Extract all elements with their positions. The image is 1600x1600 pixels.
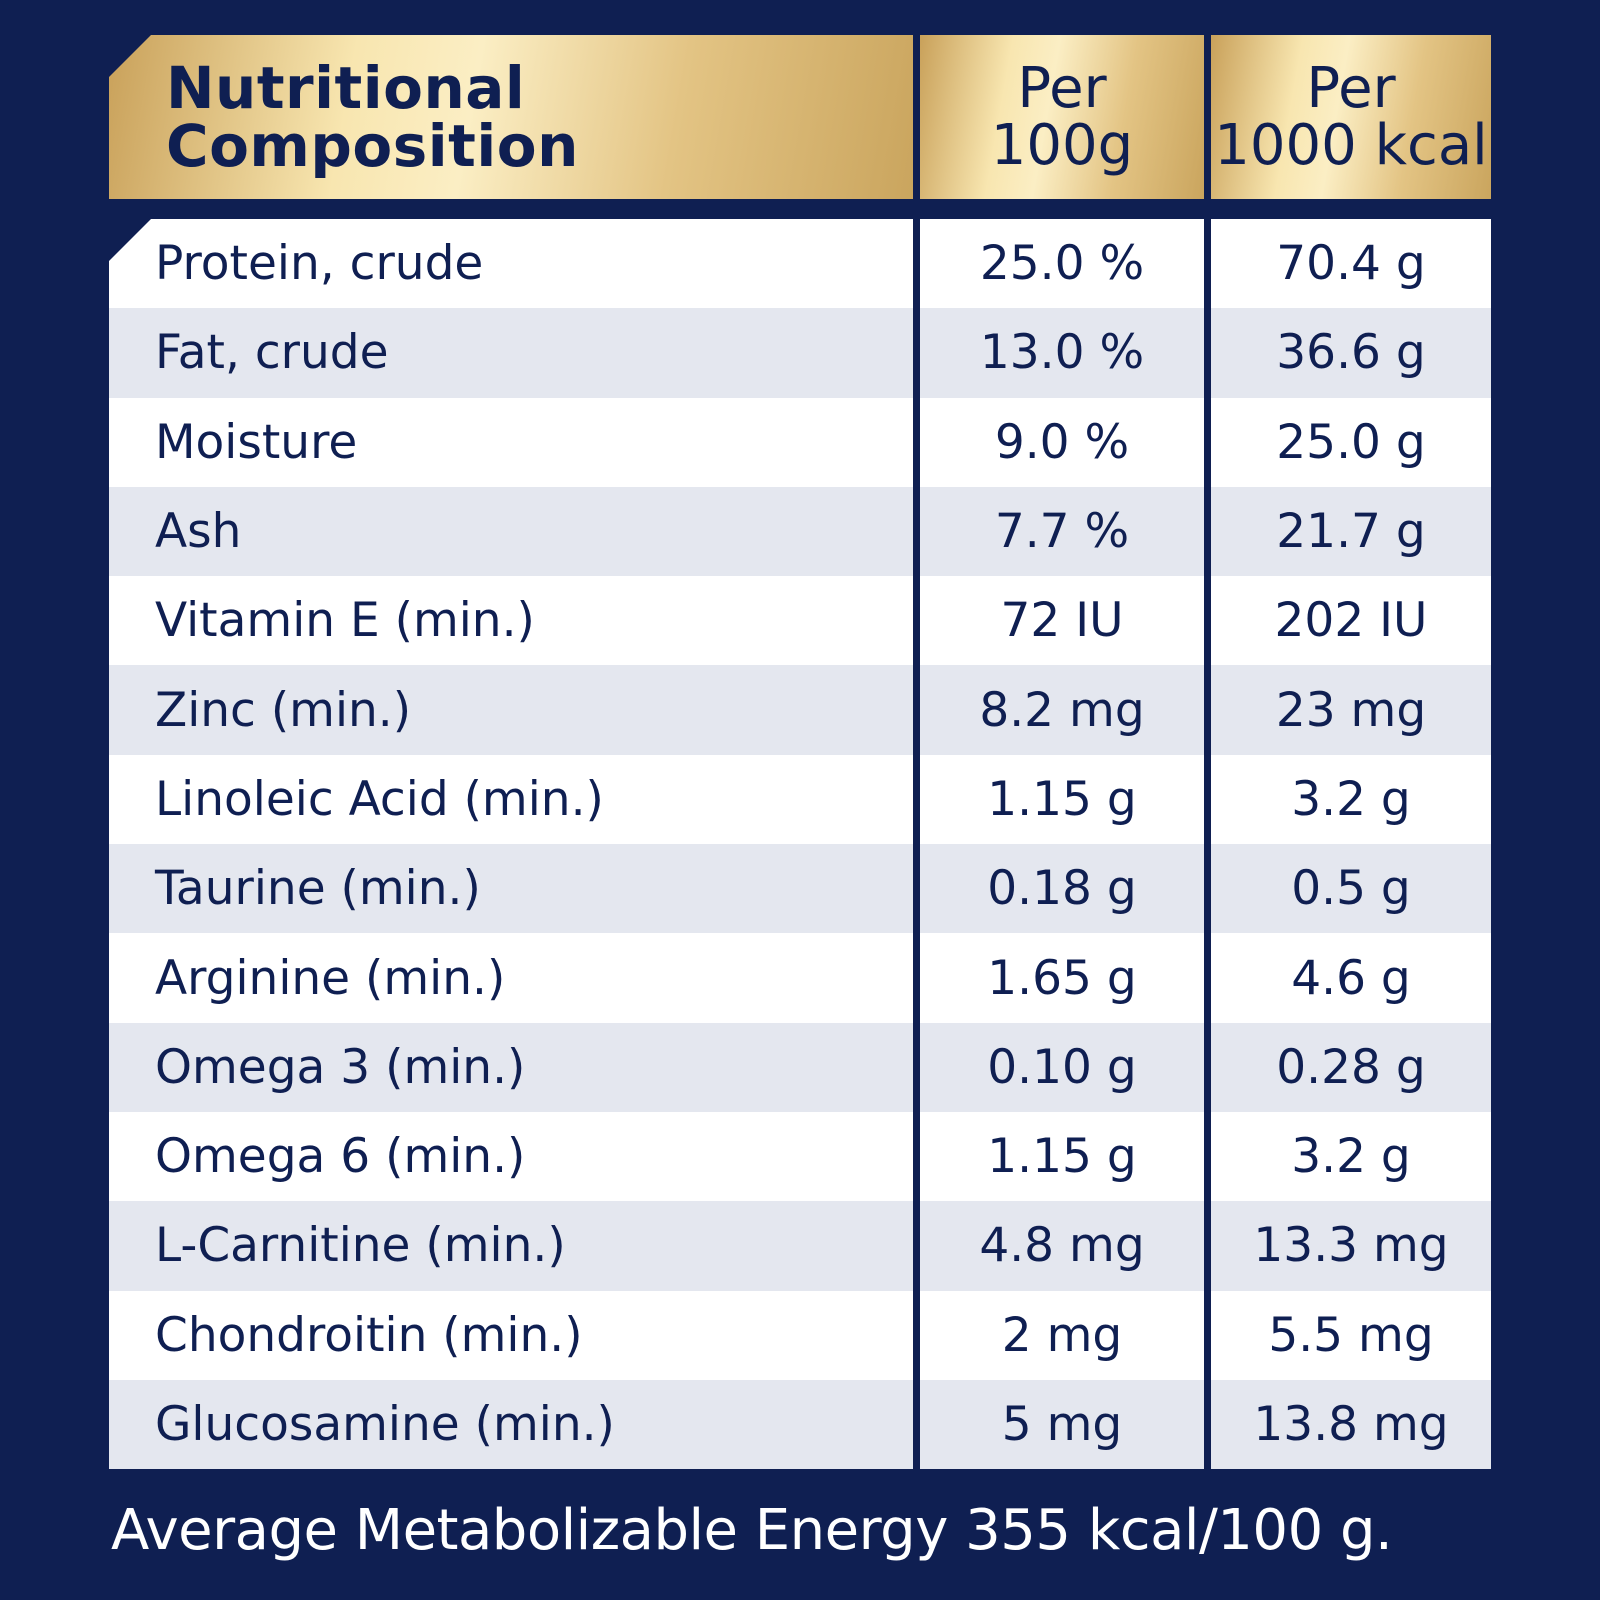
value-per-100g: 1.15 g: [920, 1111, 1204, 1202]
energy-footnote: Average Metabolizable Energy 355 kcal/10…: [111, 1498, 1393, 1563]
nutrient-name: Omega 3 (min.): [109, 1022, 913, 1112]
nutrition-table: Nutritional Composition Per 100g Per 100…: [109, 35, 1491, 1470]
nutrient-name: Fat, crude: [109, 308, 913, 398]
value-per-1000kcal: 202 IU: [1211, 576, 1491, 666]
value-per-100g: 7.7 %: [920, 486, 1204, 577]
nutrient-name: Glucosamine (min.): [109, 1379, 913, 1470]
table-row: Omega 3 (min.) 0.10 g 0.28 g: [109, 1022, 1491, 1112]
table-body: Protein, crude 25.0 % 70.4 g Fat, crude 13.0…: [109, 219, 1491, 1470]
value-per-1000kcal: 3.2 g: [1211, 754, 1491, 845]
nutrient-name: Chondroitin (min.): [109, 1290, 913, 1380]
table-row: Vitamin E (min.) 72 IU 202 IU: [109, 576, 1491, 666]
value-per-100g: 5 mg: [920, 1379, 1204, 1470]
value-per-100g: 8.2 mg: [920, 665, 1204, 755]
value-per-1000kcal: 3.2 g: [1211, 1111, 1491, 1202]
table-row: Moisture 9.0 % 25.0 g: [109, 397, 1491, 487]
value-per-1000kcal: 21.7 g: [1211, 486, 1491, 577]
nutrient-name: Vitamin E (min.): [109, 576, 913, 666]
value-per-1000kcal: 25.0 g: [1211, 397, 1491, 487]
value-per-1000kcal: 23 mg: [1211, 665, 1491, 755]
header-title-cell: Nutritional Composition: [109, 35, 913, 199]
nutrient-name: Zinc (min.): [109, 665, 913, 755]
value-per-1000kcal: 0.5 g: [1211, 844, 1491, 934]
value-per-100g: 72 IU: [920, 576, 1204, 666]
table-row: Zinc (min.) 8.2 mg 23 mg: [109, 665, 1491, 755]
value-per-100g: 1.15 g: [920, 754, 1204, 845]
value-per-100g: 9.0 %: [920, 397, 1204, 487]
table-row: Chondroitin (min.) 2 mg 5.5 mg: [109, 1290, 1491, 1380]
value-per-1000kcal: 0.28 g: [1211, 1022, 1491, 1112]
header-per-1000kcal: Per 1000 kcal: [1214, 56, 1488, 178]
nutrient-name: Linoleic Acid (min.): [109, 754, 913, 845]
value-per-1000kcal: 13.8 mg: [1211, 1379, 1491, 1470]
value-per-1000kcal: 36.6 g: [1211, 308, 1491, 398]
table-row: Glucosamine (min.) 5 mg 13.8 mg: [109, 1379, 1491, 1470]
table-row: Fat, crude 13.0 % 36.6 g: [109, 308, 1491, 398]
nutrient-name: Taurine (min.): [109, 844, 913, 934]
value-per-100g: 1.65 g: [920, 933, 1204, 1023]
nutrient-name: Protein, crude: [109, 219, 913, 309]
nutrient-name: Ash: [109, 486, 913, 577]
header-per-100g-cell: Per 100g: [920, 35, 1204, 199]
header-title: Nutritional Composition: [166, 54, 579, 180]
table-row: Omega 6 (min.) 1.15 g 3.2 g: [109, 1111, 1491, 1202]
table-row: Linoleic Acid (min.) 1.15 g 3.2 g: [109, 754, 1491, 845]
value-per-1000kcal: 5.5 mg: [1211, 1290, 1491, 1380]
value-per-100g: 4.8 mg: [920, 1201, 1204, 1291]
value-per-100g: 2 mg: [920, 1290, 1204, 1380]
table-row: Protein, crude 25.0 % 70.4 g: [109, 219, 1491, 309]
nutrient-name: Moisture: [109, 397, 913, 487]
header-per-100g: Per 100g: [990, 56, 1134, 178]
nutrient-name: L-Carnitine (min.): [109, 1201, 913, 1291]
nutrient-name: Arginine (min.): [109, 933, 913, 1023]
nutrient-name: Omega 6 (min.): [109, 1111, 913, 1202]
value-per-1000kcal: 13.3 mg: [1211, 1201, 1491, 1291]
value-per-1000kcal: 70.4 g: [1211, 219, 1491, 309]
value-per-100g: 0.10 g: [920, 1022, 1204, 1112]
value-per-100g: 0.18 g: [920, 844, 1204, 934]
value-per-100g: 13.0 %: [920, 308, 1204, 398]
table-row: Ash 7.7 % 21.7 g: [109, 486, 1491, 577]
header-per-1000kcal-cell: Per 1000 kcal: [1211, 35, 1491, 199]
table-row: Taurine (min.) 0.18 g 0.5 g: [109, 844, 1491, 934]
value-per-100g: 25.0 %: [920, 219, 1204, 309]
table-row: L-Carnitine (min.) 4.8 mg 13.3 mg: [109, 1201, 1491, 1291]
table-row: Arginine (min.) 1.65 g 4.6 g: [109, 933, 1491, 1023]
table-header: Nutritional Composition Per 100g Per 100…: [109, 35, 1491, 199]
value-per-1000kcal: 4.6 g: [1211, 933, 1491, 1023]
